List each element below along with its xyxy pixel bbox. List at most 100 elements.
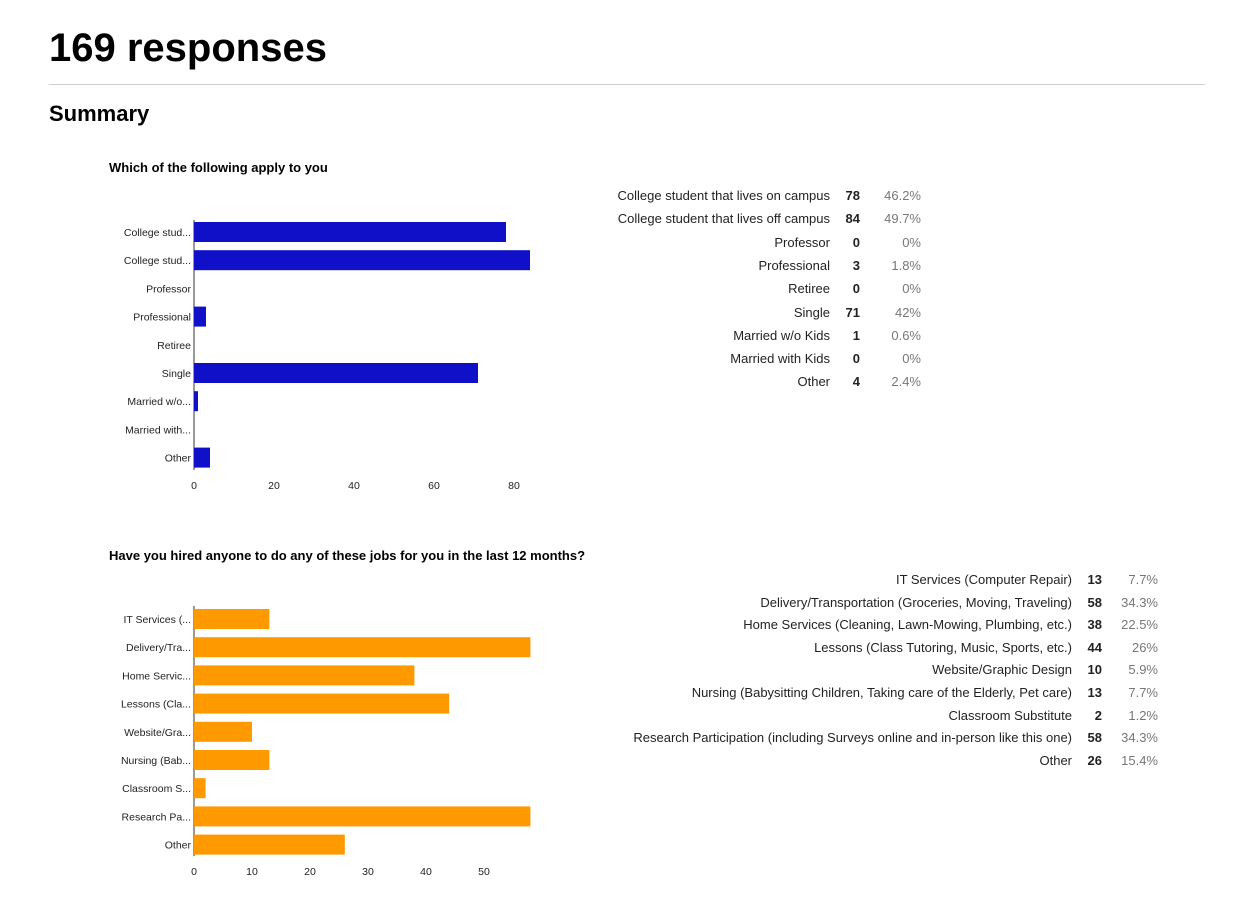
category-tick-label: Other xyxy=(165,840,192,852)
answer-percent: 7.7% xyxy=(1128,685,1158,700)
answer-label: Retiree xyxy=(788,281,830,297)
answer-count: 44 xyxy=(1087,639,1102,655)
answer-count: 13 xyxy=(1087,685,1102,700)
answer-label: Classroom Substitute xyxy=(948,707,1072,723)
category-tick-label: Delivery/Tra... xyxy=(126,642,191,654)
answer-percent: 0% xyxy=(902,234,921,250)
answer-percent: 0.6% xyxy=(891,327,921,343)
page-title: 169 responses xyxy=(49,26,327,70)
bar xyxy=(194,693,450,714)
answer-percent: 1.8% xyxy=(891,257,921,273)
bar xyxy=(194,750,270,770)
answer-label: Married with Kids xyxy=(730,351,830,367)
answer-count: 26 xyxy=(1087,752,1102,768)
bar xyxy=(194,665,415,686)
category-tick-label: Married w/o... xyxy=(127,396,191,408)
bar xyxy=(194,609,270,629)
title-divider xyxy=(49,84,1205,85)
category-tick-label: Classroom S... xyxy=(122,783,191,795)
x-tick-label: 10 xyxy=(246,866,258,878)
category-tick-label: Lessons (Cla... xyxy=(121,699,191,711)
answer-count: 4 xyxy=(852,374,860,390)
answer-label: Website/Graphic Design xyxy=(932,662,1072,678)
answer-count: 0 xyxy=(852,351,860,367)
category-tick-label: Retiree xyxy=(157,340,191,352)
x-tick-label: 40 xyxy=(348,480,360,492)
answer-label: Professional xyxy=(758,257,830,273)
bar xyxy=(194,721,252,742)
category-tick-label: Website/Gra... xyxy=(124,727,191,739)
x-tick-label: 20 xyxy=(268,480,280,492)
answer-count: 38 xyxy=(1087,617,1102,633)
category-tick-label: Single xyxy=(162,368,191,380)
answer-label: Married w/o Kids xyxy=(733,327,830,343)
bar xyxy=(194,250,530,271)
answer-count: 58 xyxy=(1087,594,1102,610)
answer-count: 2 xyxy=(1094,707,1102,723)
answer-count: 10 xyxy=(1087,662,1102,678)
question-1-title: Which of the following apply to you xyxy=(109,160,328,175)
x-tick-label: 50 xyxy=(478,866,490,878)
x-tick-label: 60 xyxy=(428,480,440,492)
bar xyxy=(194,778,206,799)
answer-count: 58 xyxy=(1087,730,1102,746)
answer-count: 0 xyxy=(852,234,860,250)
answer-count: 13 xyxy=(1087,572,1102,587)
category-tick-label: IT Services (... xyxy=(124,614,192,626)
answer-label: College student that lives off campus xyxy=(617,211,830,227)
category-tick-label: Nursing (Bab... xyxy=(121,755,191,767)
summary-heading: Summary xyxy=(49,101,150,126)
answer-percent: 7.7% xyxy=(1128,572,1158,587)
x-tick-label: 0 xyxy=(191,480,197,492)
answer-percent: 0% xyxy=(902,281,921,297)
answer-percent: 49.7% xyxy=(884,211,921,227)
answer-percent: 5.9% xyxy=(1128,662,1158,678)
answer-count: 1 xyxy=(852,327,860,343)
bar xyxy=(194,363,478,383)
bar xyxy=(194,834,345,855)
x-tick-label: 40 xyxy=(420,866,432,878)
answer-count: 3 xyxy=(852,257,860,273)
question-2-title: Have you hired anyone to do any of these… xyxy=(109,548,586,563)
answer-percent: 42% xyxy=(894,304,921,320)
bar xyxy=(194,637,531,658)
answer-label: Home Services (Cleaning, Lawn-Mowing, Pl… xyxy=(743,617,1072,633)
answer-percent: 15.4% xyxy=(1121,752,1158,768)
answer-percent: 2.4% xyxy=(891,374,921,390)
answer-label: Other xyxy=(797,374,830,390)
x-tick-label: 0 xyxy=(191,866,197,878)
answer-percent: 0% xyxy=(902,351,921,367)
category-tick-label: Research Pa... xyxy=(122,811,191,823)
answer-count: 0 xyxy=(852,281,860,297)
answer-percent: 26% xyxy=(1131,639,1158,655)
answer-label: IT Services (Computer Repair) xyxy=(895,572,1072,587)
answer-percent: 34.3% xyxy=(1121,730,1158,746)
answer-label: Delivery/Transportation (Groceries, Movi… xyxy=(760,594,1072,610)
answer-percent: 34.3% xyxy=(1121,594,1158,610)
answer-label: Single xyxy=(793,304,830,320)
bar xyxy=(194,806,531,827)
category-tick-label: College stud... xyxy=(124,255,191,267)
bar xyxy=(194,222,506,242)
answer-count: 84 xyxy=(845,211,860,227)
answer-label: Professor xyxy=(774,234,830,250)
bar xyxy=(194,447,210,468)
answer-label: College student that lives on campus xyxy=(617,188,830,203)
category-tick-label: Married with... xyxy=(125,424,191,436)
x-tick-label: 80 xyxy=(508,480,520,492)
category-tick-label: Professional xyxy=(133,312,191,324)
answer-label: Research Participation (including Survey… xyxy=(633,730,1072,746)
answer-percent: 1.2% xyxy=(1128,707,1158,723)
answer-percent: 22.5% xyxy=(1121,617,1158,633)
answer-percent: 46.2% xyxy=(884,188,921,203)
answer-label: Lessons (Class Tutoring, Music, Sports, … xyxy=(814,639,1072,655)
answer-label: Other xyxy=(1039,752,1072,768)
bar xyxy=(194,306,206,327)
x-tick-label: 30 xyxy=(362,866,374,878)
category-tick-label: College stud... xyxy=(124,227,191,239)
x-tick-label: 20 xyxy=(304,866,316,878)
answer-count: 78 xyxy=(845,188,860,203)
answer-label: Nursing (Babysitting Children, Taking ca… xyxy=(691,685,1072,700)
